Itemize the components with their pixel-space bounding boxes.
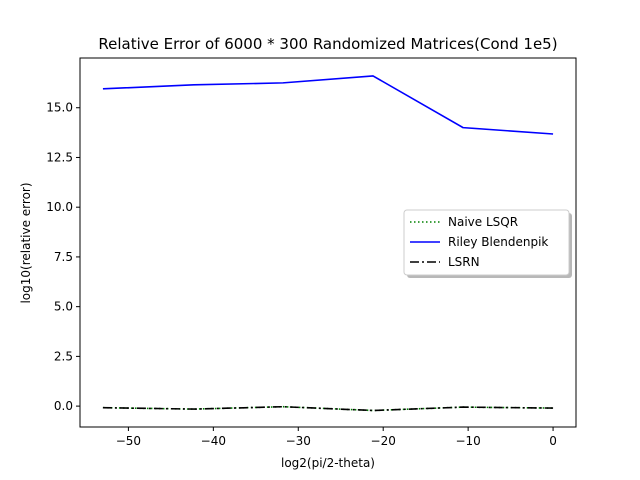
y-tick-label: 2.5	[54, 349, 73, 363]
legend-label-2: LSRN	[448, 255, 480, 269]
x-tick-label: 0	[549, 434, 557, 448]
y-tick-label: 10.0	[46, 200, 73, 214]
y-tick-label: 12.5	[46, 150, 73, 164]
series-line-2	[102, 405, 554, 412]
plot-frame	[79, 57, 577, 428]
series-line-1	[102, 75, 554, 135]
y-tick-label: 7.5	[54, 250, 73, 264]
legend: Naive LSQR Riley Blendenpik LSRN	[403, 209, 572, 278]
x-tick-label: −50	[116, 434, 141, 448]
x-tick-label: −10	[455, 434, 480, 448]
y-axis: 0.0 2.5 5.0 7.5 10.0 12.5 15.0	[46, 101, 80, 413]
chart-title: Relative Error of 6000 * 300 Randomized …	[98, 35, 557, 53]
y-tick-label: 0.0	[54, 399, 73, 413]
y-tick-label: 5.0	[54, 300, 73, 314]
x-tick-label: −20	[371, 434, 396, 448]
legend-box	[403, 209, 570, 276]
y-tick-label: 15.0	[46, 101, 73, 115]
plot-area	[79, 57, 577, 428]
y-axis-label: log10(relative error)	[19, 182, 33, 303]
x-axis-label: log2(pi/2-theta)	[281, 456, 375, 470]
legend-label-1: Riley Blendenpik	[448, 235, 548, 249]
x-axis: −50 −40 −30 −20 −10 0	[116, 427, 557, 448]
x-tick-label: −30	[286, 434, 311, 448]
legend-label-0: Naive LSQR	[448, 215, 518, 229]
x-tick-label: −40	[201, 434, 226, 448]
